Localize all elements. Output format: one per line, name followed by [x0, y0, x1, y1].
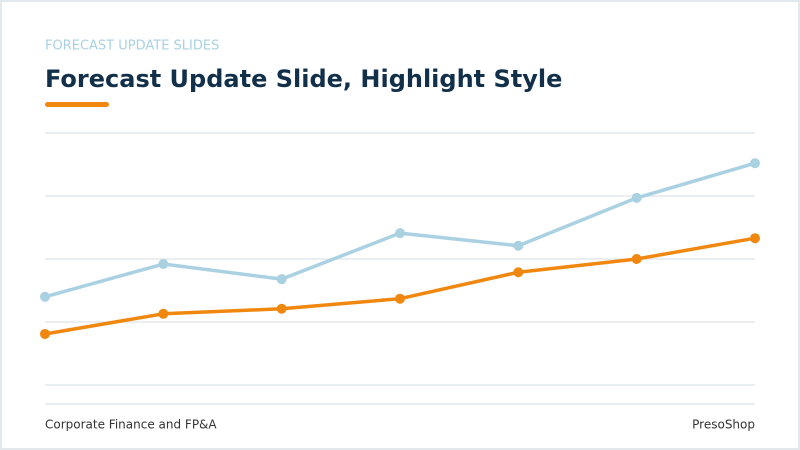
point [276, 303, 287, 314]
point [276, 274, 287, 285]
point [158, 308, 169, 319]
point [631, 192, 642, 203]
point [40, 291, 50, 302]
point [395, 228, 405, 239]
point [513, 240, 524, 251]
point [631, 254, 642, 264]
point [750, 158, 760, 169]
title-underline [45, 102, 109, 107]
point [513, 267, 524, 278]
point [40, 328, 50, 339]
point [395, 293, 405, 304]
point [750, 233, 760, 244]
footer-left: Corporate Finance and FP&A [45, 418, 217, 432]
subtitle: FORECAST UPDATE SLIDES [45, 39, 219, 54]
point [158, 259, 169, 270]
footer-right: PresoShop [692, 418, 755, 432]
chart-title: Forecast Update Slide, Highlight Style [45, 65, 562, 93]
